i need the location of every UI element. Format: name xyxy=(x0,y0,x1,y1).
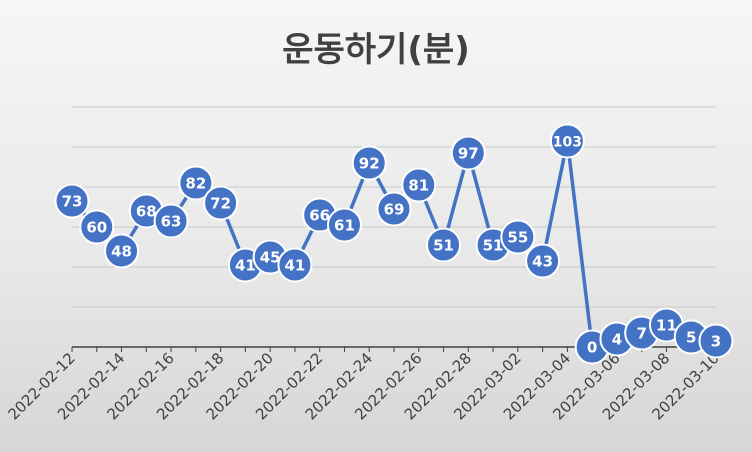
data-label: 11 xyxy=(656,317,677,335)
data-label: 82 xyxy=(185,175,206,193)
data-label: 61 xyxy=(334,217,355,235)
data-label: 41 xyxy=(284,257,305,275)
data-marker xyxy=(79,209,115,245)
data-label: 73 xyxy=(62,193,83,211)
series-line xyxy=(70,139,717,349)
data-point: 69 xyxy=(376,191,412,227)
data-marker xyxy=(178,165,214,201)
data-label: 48 xyxy=(111,243,132,261)
chart-title: 운동하기(분) xyxy=(282,30,470,70)
data-label: 7 xyxy=(636,325,646,343)
data-label: 81 xyxy=(408,177,429,195)
data-label: 4 xyxy=(612,331,622,349)
data-point: 51 xyxy=(426,227,462,263)
data-marker xyxy=(153,203,189,239)
data-label: 103 xyxy=(553,135,582,151)
data-point: 41 xyxy=(277,247,313,283)
data-point: 11 xyxy=(648,307,684,343)
data-point: 60 xyxy=(79,209,115,245)
data-marker xyxy=(401,167,437,203)
data-label: 68 xyxy=(136,203,157,221)
data-point: 72 xyxy=(203,185,239,221)
data-point: 43 xyxy=(525,243,561,279)
data-point: 48 xyxy=(104,233,140,269)
data-marker xyxy=(426,227,462,263)
data-label: 51 xyxy=(433,237,454,255)
data-marker xyxy=(351,145,387,181)
data-marker xyxy=(104,233,140,269)
data-label: 5 xyxy=(686,329,696,347)
data-point: 3 xyxy=(698,323,734,359)
data-label: 97 xyxy=(458,145,479,163)
data-marker xyxy=(277,247,313,283)
data-point: 63 xyxy=(153,203,189,239)
data-point: 97 xyxy=(450,135,486,171)
data-marker xyxy=(203,185,239,221)
data-label: 51 xyxy=(483,237,504,255)
data-marker xyxy=(326,207,362,243)
data-label: 55 xyxy=(507,229,528,247)
data-point: 61 xyxy=(326,207,362,243)
data-point: 103 xyxy=(549,123,585,159)
data-label: 92 xyxy=(359,155,380,173)
data-label: 43 xyxy=(532,253,553,271)
data-marker xyxy=(54,183,90,219)
data-label: 0 xyxy=(587,339,597,357)
data-marker xyxy=(450,135,486,171)
data-point: 92 xyxy=(351,145,387,181)
data-marker xyxy=(698,323,734,359)
data-label: 72 xyxy=(210,195,231,213)
data-marker xyxy=(376,191,412,227)
data-label: 45 xyxy=(260,249,281,267)
data-marker xyxy=(525,243,561,279)
data-label: 63 xyxy=(161,213,182,231)
data-label: 66 xyxy=(309,207,330,225)
data-point: 73 xyxy=(54,183,90,219)
data-marker xyxy=(549,123,585,159)
data-label: 41 xyxy=(235,257,256,275)
data-label: 69 xyxy=(384,201,405,219)
data-point: 81 xyxy=(401,167,437,203)
data-point: 55 xyxy=(500,219,536,255)
data-label: 60 xyxy=(86,219,107,237)
x-tick-labels: 2022-02-122022-02-142022-02-162022-02-18… xyxy=(4,349,722,423)
data-point: 82 xyxy=(178,165,214,201)
data-label: 3 xyxy=(711,333,721,351)
data-marker xyxy=(500,219,536,255)
